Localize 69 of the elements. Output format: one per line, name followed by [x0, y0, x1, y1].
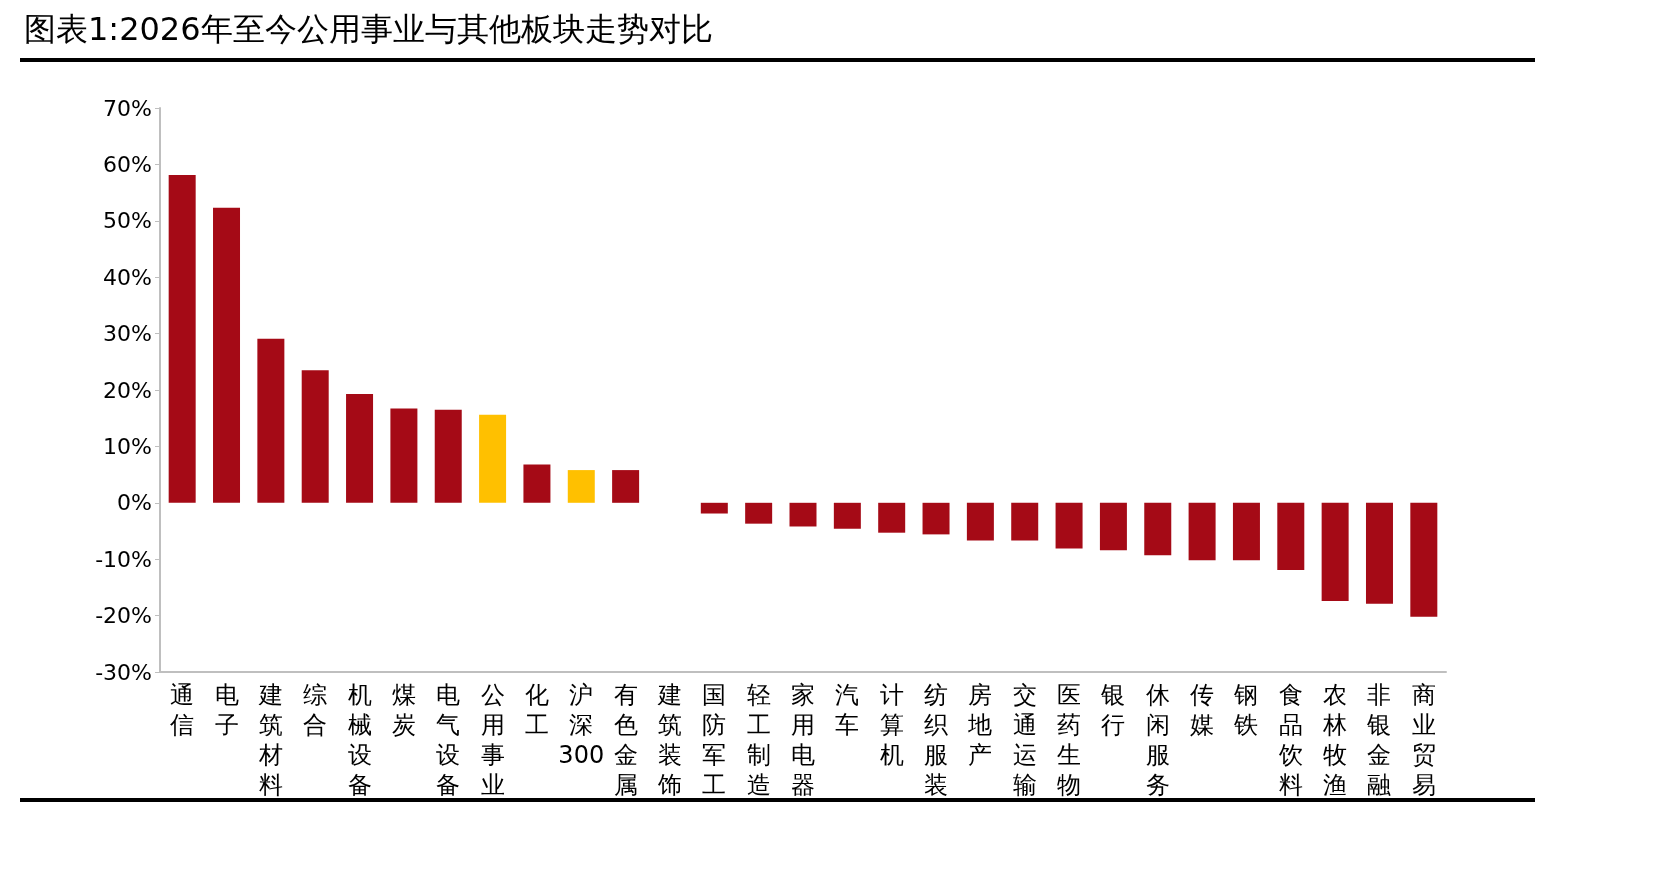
bar: [966, 502, 994, 541]
x-tick-label: 农林牧渔: [1322, 681, 1348, 799]
bar: [1232, 502, 1260, 561]
y-tick-label: 60%: [103, 151, 152, 177]
bar: [346, 393, 374, 503]
bar: [168, 175, 196, 503]
y-tick-label: -10%: [95, 546, 152, 572]
bar: [1365, 502, 1393, 604]
y-tick-label: 30%: [103, 321, 152, 347]
bar: [922, 502, 950, 535]
x-tick-label: 汽车: [835, 681, 860, 739]
bar: [567, 470, 595, 503]
x-tick-label: 国防军工: [702, 681, 727, 799]
x-tick-label: 医药生物: [1057, 681, 1082, 799]
y-tick-label: 0%: [117, 490, 152, 516]
bar: [434, 409, 462, 503]
bar: [789, 502, 817, 527]
bar: [1188, 502, 1216, 561]
y-tick-label: 40%: [103, 264, 152, 290]
bar: [745, 502, 773, 524]
bar: [479, 414, 507, 503]
x-tick-label: 通信: [170, 681, 195, 739]
bar: [257, 338, 285, 503]
bar: [1011, 502, 1039, 541]
bar: [523, 464, 551, 503]
x-tick-label: 休闲服务: [1145, 681, 1170, 799]
x-tick-label: 计算机: [879, 681, 904, 769]
y-tick-label: 50%: [103, 208, 152, 234]
x-tick-label: 电子: [214, 681, 239, 739]
x-tick-label: 电气设备: [436, 681, 461, 799]
chart-title: 图表1:2026年至今公用事业与其他板块走势对比: [24, 9, 713, 50]
bar: [1321, 502, 1349, 601]
bar: [833, 502, 861, 529]
x-tick-label: 建筑材料: [257, 681, 283, 799]
x-tick-label: 有色金属: [613, 681, 638, 799]
x-tick-label: 轻工制造: [746, 681, 771, 799]
bar: [390, 408, 418, 503]
x-tick-label: 食品饮料: [1277, 681, 1303, 799]
x-tick-label: 综合: [303, 681, 328, 739]
x-tick-label: 钢铁: [1233, 681, 1259, 739]
bar: [1410, 502, 1438, 617]
y-tick-label: 10%: [103, 433, 152, 459]
x-tick-label: 商业贸易: [1411, 681, 1436, 799]
bar: [301, 370, 329, 503]
bar: [1099, 502, 1127, 551]
y-tick-label: 20%: [103, 377, 152, 403]
x-tick-label: 机械设备: [347, 681, 372, 799]
x-tick-label: 家用电器: [791, 681, 815, 799]
bar: [1144, 502, 1172, 556]
bar: [1277, 502, 1305, 570]
x-tick-label: 化工: [524, 681, 549, 739]
bar: [700, 502, 728, 514]
x-tick-label: 沪深300: [558, 681, 605, 769]
y-tick-label: -30%: [95, 659, 152, 685]
x-tick-label: 建筑装饰: [656, 681, 682, 799]
bar: [1055, 502, 1083, 549]
bar: [612, 470, 640, 503]
x-tick-label: 煤炭: [391, 681, 416, 739]
y-tick-label: 70%: [103, 95, 152, 121]
bar: [878, 502, 906, 533]
x-tick-label: 公用事业: [480, 681, 505, 799]
x-tick-label: 交通运输: [1012, 681, 1037, 799]
x-tick-label: 非银金融: [1366, 681, 1392, 799]
bar: [213, 207, 241, 503]
x-tick-label: 银行: [1100, 681, 1126, 739]
x-tick-label: 房地产: [967, 681, 993, 769]
x-tick-label: 传媒: [1190, 681, 1215, 739]
x-tick-label: 纺织服装: [924, 681, 949, 799]
y-tick-label: -20%: [95, 603, 152, 629]
